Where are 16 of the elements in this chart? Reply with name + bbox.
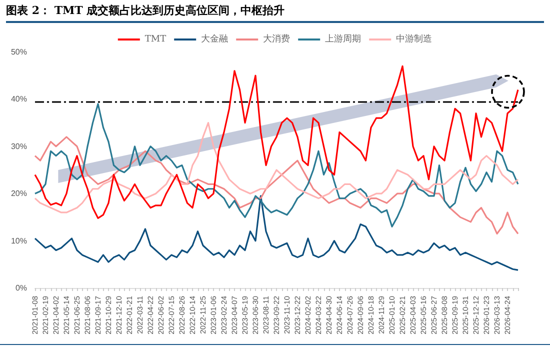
legend-label: TMT [144, 34, 166, 44]
y-tick-label: 0% [15, 284, 27, 292]
line-series [34, 103, 519, 228]
y-tick-label: 10% [10, 236, 27, 246]
y-tick-label: 30% [10, 142, 27, 151]
legend-label: 上游周期 [325, 34, 362, 44]
legend-label: 大金融 [201, 34, 228, 44]
line-series [34, 195, 519, 271]
y-tick-label: 40% [10, 94, 27, 104]
legend-label: 中游制造 [396, 34, 432, 44]
y-tick-label: 50% [10, 48, 27, 56]
y-tick-label: 20% [10, 189, 27, 198]
chart-title: 图表 2： TMT 成交额占比达到历史高位区间，中枢抬升 [6, 3, 544, 23]
line-series [34, 136, 519, 235]
line-series [34, 122, 519, 214]
legend-label: 大消费 [263, 34, 290, 44]
